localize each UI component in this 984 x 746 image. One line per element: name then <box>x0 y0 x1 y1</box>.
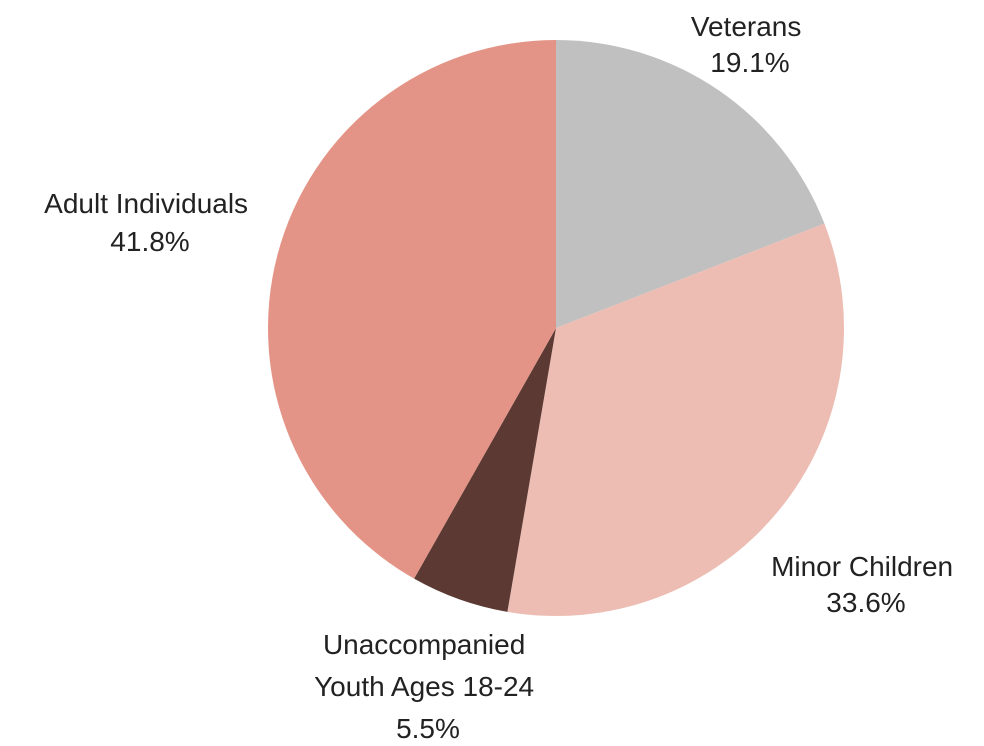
label-minor-children-value: 33.6% <box>826 587 905 618</box>
label-unaccompanied-youth-name-line1: Unaccompanied <box>323 629 525 660</box>
label-unaccompanied-youth-value: 5.5% <box>396 713 460 744</box>
pie-slice-minor-children <box>507 223 845 617</box>
label-adult-individuals-name: Adult Individuals <box>44 188 248 219</box>
pie-slice-unaccompanied-youth-ages-18-24 <box>414 328 556 612</box>
label-minor-children: Minor Children 33.6% <box>771 551 961 618</box>
label-adult-individuals: Adult Individuals 41.8% <box>44 188 256 257</box>
pie-slice-adult-individuals <box>268 40 556 579</box>
label-unaccompanied-youth-name-line2: Youth Ages 18-24 <box>314 671 534 702</box>
label-unaccompanied-youth: Unaccompanied Youth Ages 18-24 5.5% <box>314 629 542 744</box>
label-veterans-name: Veterans <box>691 11 802 42</box>
label-veterans: Veterans 19.1% <box>691 11 809 78</box>
label-veterans-value: 19.1% <box>710 47 789 78</box>
label-minor-children-name: Minor Children <box>771 551 953 582</box>
label-adult-individuals-value: 41.8% <box>110 226 189 257</box>
pie-slice-veterans <box>556 40 825 328</box>
pie-slices <box>268 40 845 617</box>
